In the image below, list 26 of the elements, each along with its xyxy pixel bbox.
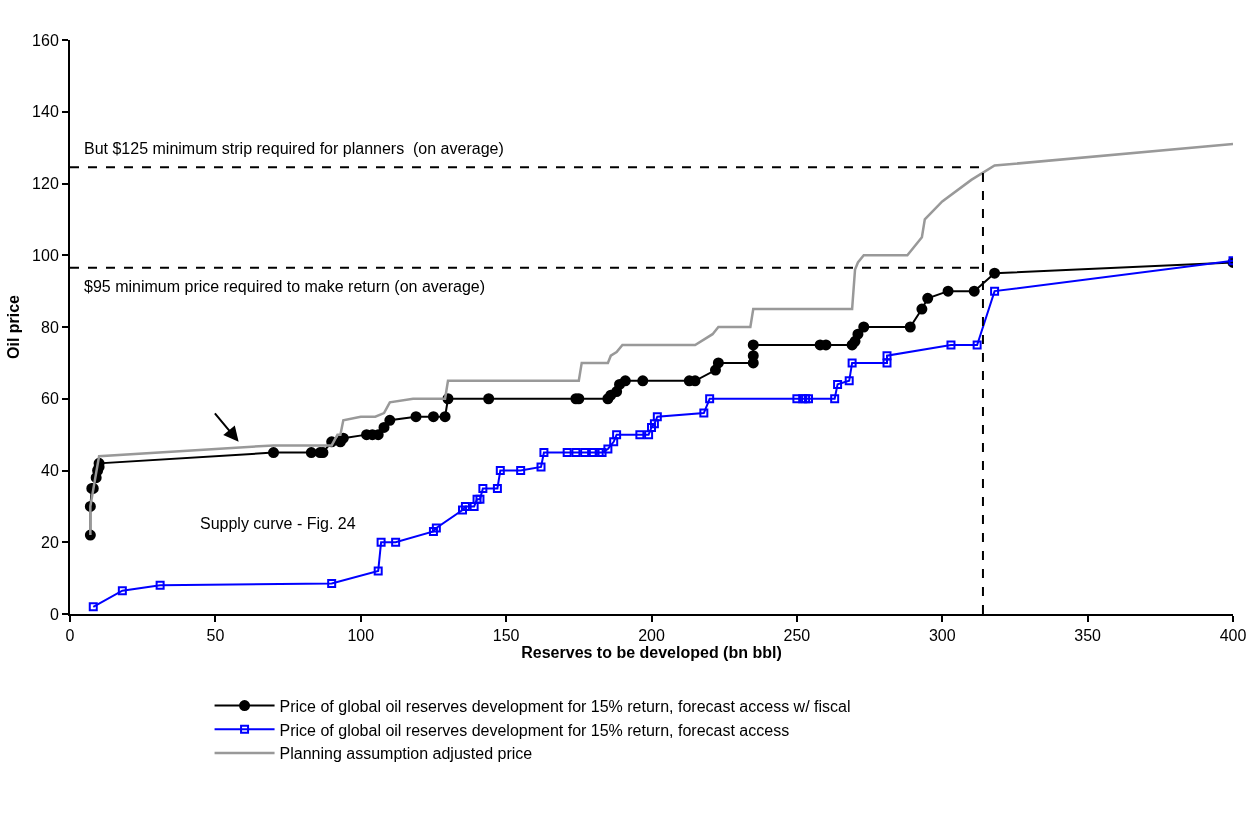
- y-tick-label: 60: [41, 390, 59, 408]
- y-tick-label: 160: [32, 31, 59, 49]
- y-tick-label: 100: [32, 246, 59, 264]
- legend-label: Price of global oil reserves development for 15% return, forecast access w/ fiscal: [279, 697, 851, 715]
- y-tick-label: 120: [32, 175, 59, 193]
- y-tick-label: 140: [32, 103, 59, 121]
- ref-line-label: But $125 minimum strip required for planners (on average): [84, 140, 504, 157]
- x-tick-label: 0: [65, 627, 75, 645]
- x-tick-label: 250: [783, 627, 811, 645]
- x-tick-label: 50: [206, 627, 225, 645]
- x-tick-label: 200: [638, 627, 665, 645]
- x-tick-label: 300: [928, 627, 956, 645]
- y-tick-label: 20: [41, 533, 59, 551]
- x-tick-label: 350: [1074, 627, 1102, 645]
- x-tick-label: 150: [492, 627, 520, 645]
- x-axis-title: Reserves to be developed (bn bbl): [521, 644, 782, 662]
- legend-label: Price of global oil reserves development for 15% return, forecast access: [279, 721, 790, 739]
- annotation: Supply curve - Fig. 24: [200, 515, 356, 532]
- x-tick-label: 100: [347, 627, 375, 645]
- x-tick-label: 400: [1219, 627, 1247, 645]
- ref-line-label: $95 minimum price required to make return (on average): [84, 278, 486, 295]
- y-tick-label: 40: [41, 462, 59, 480]
- legend-label: Planning assumption adjusted price: [279, 745, 533, 763]
- y-tick-label: 0: [49, 605, 59, 623]
- y-tick-label: 80: [41, 318, 59, 336]
- y-axis-title: Oil price: [5, 294, 23, 360]
